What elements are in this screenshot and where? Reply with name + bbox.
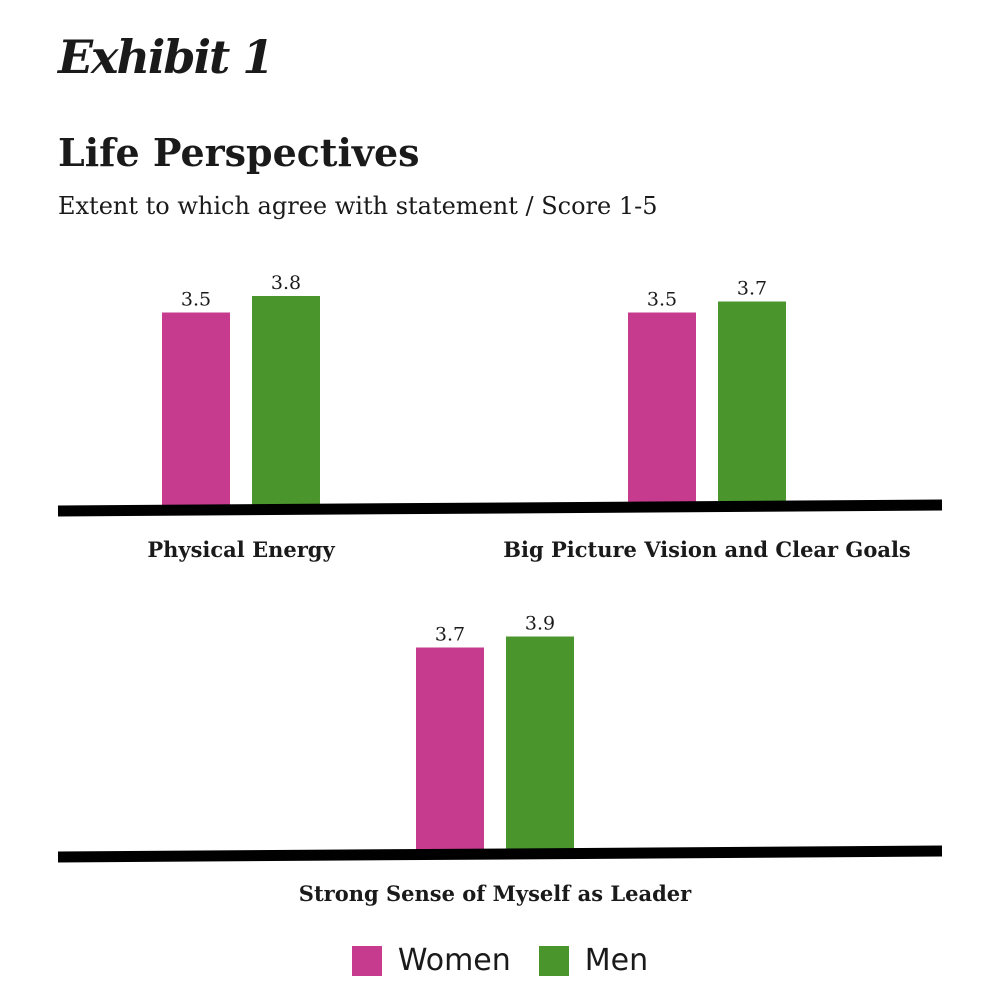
- data-label-women-physical-energy: 3.5: [181, 289, 211, 311]
- legend-item-women: Women: [351, 943, 511, 978]
- category-label-strong-sense-of-myself-as-leader: Strong Sense of Myself as Leader: [299, 881, 692, 906]
- axis-line-bottom: [57, 845, 943, 863]
- data-label-women-big-picture-vision-and-clear-goals: 3.5: [647, 289, 677, 311]
- axis-line-top: [57, 499, 943, 517]
- category-label-physical-energy: Physical Energy: [147, 537, 335, 562]
- legend-label-women: Women: [397, 943, 511, 978]
- data-label-men-big-picture-vision-and-clear-goals: 3.7: [737, 278, 767, 300]
- legend-item-men: Men: [538, 943, 649, 978]
- bar-men-strong-sense-of-myself-as-leader: [506, 636, 574, 851]
- bar-men-physical-energy: [252, 296, 320, 505]
- bar-women-big-picture-vision-and-clear-goals: [628, 312, 696, 505]
- chart-subtitle: Extent to which agree with statement / S…: [58, 192, 658, 220]
- data-label-men-strong-sense-of-myself-as-leader: 3.9: [525, 613, 555, 635]
- legend-swatch-women: [351, 945, 382, 976]
- bar-men-big-picture-vision-and-clear-goals: [718, 301, 786, 505]
- legend: Women Men: [0, 943, 1000, 978]
- legend-swatch-men: [538, 945, 569, 976]
- category-label-big-picture-vision-and-clear-goals: Big Picture Vision and Clear Goals: [503, 537, 911, 562]
- exhibit-label: Exhibit 1: [58, 30, 274, 84]
- legend-label-men: Men: [584, 943, 649, 978]
- chart-title: Life Perspectives: [58, 130, 420, 175]
- data-label-women-strong-sense-of-myself-as-leader: 3.7: [435, 624, 465, 646]
- data-label-men-physical-energy: 3.8: [271, 272, 301, 294]
- bar-women-strong-sense-of-myself-as-leader: [416, 647, 484, 851]
- bar-women-physical-energy: [162, 312, 230, 505]
